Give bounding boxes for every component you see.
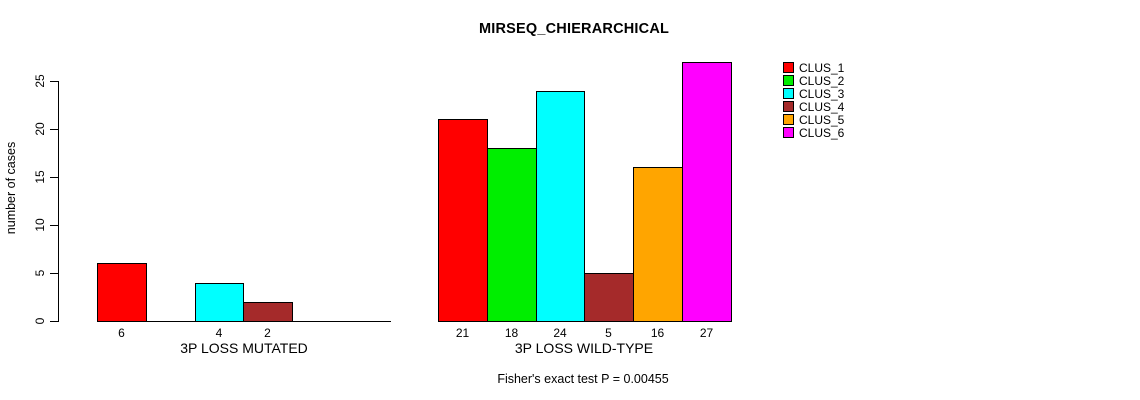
y-axis-tick-label: 20: [33, 122, 47, 136]
bar-value-label: 4: [215, 326, 223, 340]
legend-swatch-icon: [783, 88, 794, 99]
y-axis-tick: [50, 177, 59, 178]
legend-item-clus_3: CLUS_3: [783, 86, 845, 101]
y-axis-tick: [50, 81, 59, 82]
bar-value-label: 6: [118, 326, 125, 340]
bar-clus_1: [97, 263, 147, 322]
bar-clus_2: [487, 148, 537, 322]
y-axis-tick-label: 15: [33, 170, 47, 184]
legend-item-clus_2: CLUS_2: [783, 73, 845, 88]
y-axis-tick: [50, 273, 59, 274]
bar-value-label: 21: [455, 326, 470, 340]
legend-item-clus_5: CLUS_5: [783, 112, 845, 127]
bar-clus_3: [536, 91, 585, 322]
fisher-test-footnote: Fisher's exact test P = 0.00455: [497, 372, 669, 386]
y-axis-tick-label: 25: [33, 74, 47, 88]
x-group-label-mutated: 3P LOSS MUTATED: [180, 340, 308, 356]
y-axis-tick-label: 0: [33, 317, 47, 325]
bar-value-label: 5: [605, 326, 612, 340]
bar-clus_1: [438, 119, 488, 322]
bar-clus_6: [682, 62, 732, 322]
legend-item-clus_4: CLUS_4: [783, 99, 845, 114]
legend-swatch-icon: [783, 114, 794, 125]
legend-item-clus_1: CLUS_1: [783, 60, 845, 75]
y-axis-line: [58, 81, 59, 322]
legend-label: CLUS_2: [799, 73, 845, 88]
legend-label: CLUS_1: [799, 60, 845, 75]
legend-swatch-icon: [783, 101, 794, 112]
legend: CLUS_1 CLUS_2 CLUS_3 CLUS_4 CLUS_5 CLUS_6: [783, 60, 845, 140]
legend-label: CLUS_5: [799, 112, 845, 127]
legend-label: CLUS_3: [799, 86, 845, 101]
y-axis-tick-label: 5: [33, 269, 47, 277]
y-axis-tick: [50, 321, 59, 322]
legend-label: CLUS_4: [799, 99, 845, 114]
legend-swatch-icon: [783, 62, 794, 73]
y-axis-tick: [50, 129, 59, 130]
legend-label: CLUS_6: [799, 125, 845, 140]
chart-title: MIRSEQ_CHIERARCHICAL: [478, 21, 670, 37]
legend-swatch-icon: [783, 75, 794, 86]
bar-value-label: 18: [504, 326, 519, 340]
bar-value-label: 16: [650, 326, 665, 340]
legend-swatch-icon: [783, 127, 794, 138]
bar-clus_4: [584, 273, 634, 322]
bar-value-label: 24: [553, 326, 567, 340]
y-axis-tick: [50, 225, 59, 226]
bar-clus_3: [195, 283, 244, 322]
legend-item-clus_6: CLUS_6: [783, 125, 845, 140]
y-axis-tick-label: 10: [33, 218, 47, 232]
x-group-label-wildtype: 3P LOSS WILD-TYPE: [514, 340, 654, 356]
bar-value-label: 2: [264, 326, 271, 340]
bar-clus_4: [243, 302, 293, 322]
bar-value-label: 27: [699, 326, 714, 340]
bar-clus_5: [633, 167, 683, 322]
